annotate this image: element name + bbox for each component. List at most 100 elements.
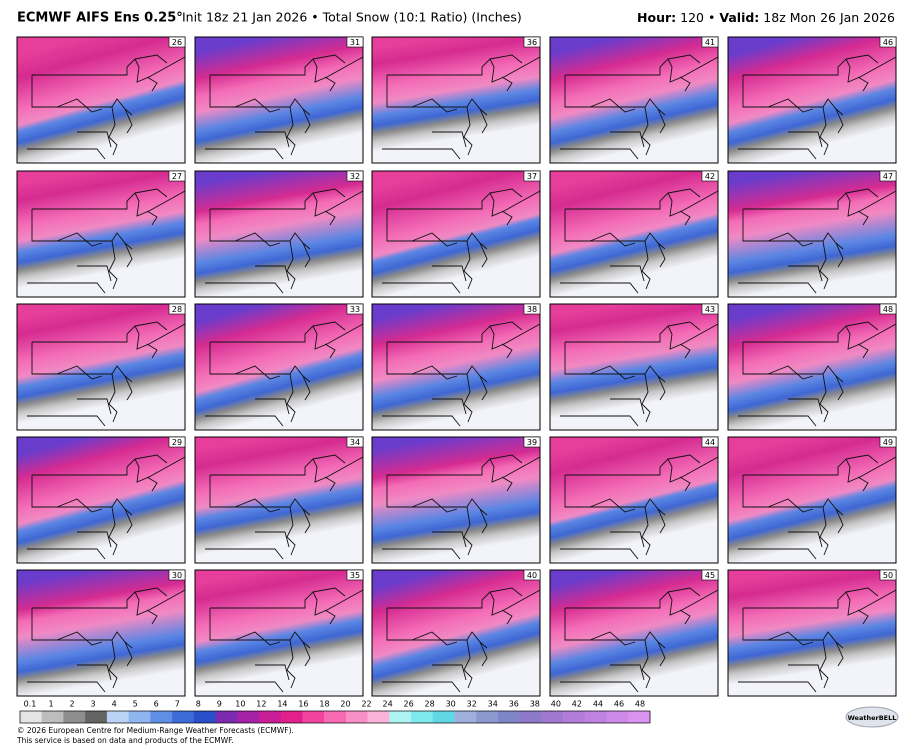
colorbar-segment [584,711,607,723]
state-borders [27,54,185,160]
member-number: 28 [172,305,182,314]
snow-field [728,570,896,696]
colorbar-frame [19,710,651,724]
snow-field [195,37,363,163]
colorbar-segment [280,711,303,723]
member-number: 48 [883,305,893,314]
panel [17,304,185,430]
colorbar-segment [215,711,238,723]
subtitle: Init 18z 21 Jan 2026 • Total Snow (10:1 … [182,10,522,25]
member-number: 37 [527,172,537,181]
colorbar-label: 22 [361,700,371,709]
colorbar-label: 30 [446,700,456,709]
panel-frame [371,170,541,298]
panel-frame [727,436,897,564]
panel-grid: 26 31 36 41 46 27 32 37 42 47 28 33 38 43 48 29 34 39 44 49… [16,36,897,697]
state-borders [560,321,718,427]
panel [372,437,540,563]
panel-frame [371,436,541,564]
colorbar-segment [172,711,195,723]
colorbar-label: 4 [112,700,117,709]
state-borders [738,54,896,160]
snow-field [550,437,718,563]
panel-frame [371,36,541,164]
panel [550,304,718,430]
member-box [879,36,897,48]
member-number: 43 [705,305,715,314]
member-number: 31 [350,38,360,47]
colorbar-segment [454,711,477,723]
panel [728,304,896,430]
panel-frame [549,436,719,564]
state-borders [382,188,540,294]
colorbar-label: 48 [635,700,645,709]
valid-info: Hour: 120 • Valid: 18z Mon 26 Jan 2026 [637,10,895,25]
member-box [168,303,186,315]
state-borders [738,454,896,560]
member-box [879,569,897,581]
panel [728,437,896,563]
member-box [523,303,541,315]
model-title: ECMWF AIFS Ens 0.25° [17,11,183,26]
panel-frame [194,436,364,564]
colorbar-label: 24 [382,700,392,709]
panel [17,37,185,163]
panel-frame [549,36,719,164]
colorbar-label: 1 [48,700,53,709]
colorbar-segment [476,711,499,723]
panel [17,437,185,563]
state-borders [382,321,540,427]
colorbar-segment [497,711,520,723]
colorbar-segment [193,711,216,723]
state-borders [27,587,185,693]
state-borders [205,54,363,160]
member-number: 27 [172,172,182,181]
colorbar-label: 20 [340,700,350,709]
state-borders [27,454,185,560]
colorbar-label: 28 [425,700,435,709]
colorbar-label: 10 [235,700,245,709]
logo: WeatherBELL [848,714,897,722]
colorbar-label: 36 [509,700,519,709]
state-borders [27,321,185,427]
member-box [346,36,364,48]
panel [195,570,363,696]
panel-frame [194,569,364,697]
snow-field [17,570,185,696]
colorbar-segment [106,711,129,723]
state-borders [382,454,540,560]
snow-field [550,304,718,430]
state-borders [205,321,363,427]
member-number: 42 [705,172,715,181]
colorbar-segment [606,711,629,723]
panel-frame [371,303,541,431]
colorbar-label: 14 [277,700,287,709]
panel-frame [16,303,186,431]
panel-frame [16,36,186,164]
member-number: 36 [527,38,537,47]
panel-frame [194,170,364,298]
colorbar-segment [258,711,281,723]
colorbar-label: 38 [530,700,540,709]
member-number: 33 [350,305,360,314]
state-borders [738,188,896,294]
member-number: 46 [883,38,893,47]
panel [195,437,363,563]
colorbar-label: 6 [154,700,159,709]
panel [728,37,896,163]
state-borders [560,454,718,560]
panel-frame [549,170,719,298]
snow-field [17,437,185,563]
colorbar-label: 2 [70,700,75,709]
member-number: 30 [172,571,182,580]
snow-field [550,171,718,297]
snow-field [17,37,185,163]
colorbar-segment [41,711,64,723]
snow-field [372,570,540,696]
service-note: This service is based on data and produc… [16,736,234,745]
member-number: 34 [350,438,360,447]
member-number: 41 [705,38,715,47]
snow-field [17,304,185,430]
colorbar-segment [302,711,325,723]
colorbar-segment [128,711,151,723]
